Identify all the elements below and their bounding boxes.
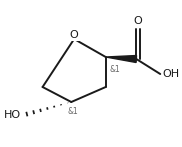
Polygon shape <box>106 56 136 62</box>
Text: HO: HO <box>3 110 21 120</box>
Text: OH: OH <box>162 69 179 79</box>
Text: O: O <box>70 30 78 40</box>
Text: &1: &1 <box>110 65 120 74</box>
Text: &1: &1 <box>68 107 78 116</box>
Text: O: O <box>134 16 143 26</box>
